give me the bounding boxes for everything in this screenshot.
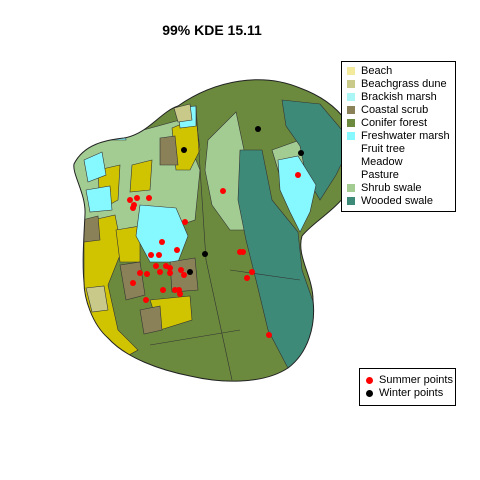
summer-point [160, 287, 166, 293]
legend-item: Fruit tree [342, 143, 455, 156]
legend-item: Pasture [342, 169, 455, 182]
summer-point [167, 265, 173, 271]
map-title: 99% KDE 15.11 [162, 22, 262, 38]
summer-point [182, 219, 188, 225]
legend-swatch [347, 196, 355, 205]
summer-point [148, 252, 154, 258]
legend-item: Meadow [342, 156, 455, 169]
summer-point [240, 249, 246, 255]
points-legend: Summer points Winter points [359, 368, 456, 406]
summer-point [167, 270, 173, 276]
freshwater-marsh-east [277, 155, 317, 233]
legend-dot [366, 376, 373, 384]
legend-label: Conifer forest [361, 117, 428, 129]
summer-point [249, 269, 255, 275]
winter-point [187, 269, 193, 275]
legend-item: Brackish marsh [342, 91, 455, 104]
winter-point [181, 147, 187, 153]
freshwater-patch-4 [85, 185, 113, 213]
freshwater-patch-1 [83, 151, 107, 183]
legend-item: Summer points [360, 374, 455, 387]
boundary-line-3 [149, 329, 241, 346]
wooded-swale-northeast [281, 99, 353, 201]
legend-label: Freshwater marsh [361, 130, 450, 142]
summer-point [295, 172, 301, 178]
legend-label: Brackish marsh [361, 91, 437, 103]
legend-item: Beachgrass dune [342, 78, 455, 91]
coastal-scrub-5 [139, 305, 163, 335]
summer-point [146, 195, 152, 201]
beachgrass-dune-1 [85, 285, 109, 313]
summer-point [159, 239, 165, 245]
legend-label: Summer points [379, 374, 453, 386]
summer-point [127, 197, 133, 203]
legend-swatch [347, 131, 355, 140]
summer-point [157, 269, 163, 275]
beachgrass-dune-2 [173, 103, 193, 123]
winter-points [181, 126, 304, 275]
legend-label: Shrub swale [361, 182, 422, 194]
legend-swatch [347, 183, 355, 192]
coastal-scrub-2 [159, 135, 179, 166]
habitat-legend: Beach Beachgrass dune Brackish marsh Coasta… [341, 61, 456, 212]
legend-dot [366, 389, 373, 397]
legend-item: Shrub swale [342, 182, 455, 195]
legend-swatch [347, 144, 355, 153]
summer-point [144, 271, 150, 277]
winter-point [255, 126, 261, 132]
legend-label: Beach [361, 65, 393, 77]
summer-point [181, 272, 187, 278]
legend-swatch [347, 157, 355, 166]
boundary-line-2 [229, 269, 301, 281]
summer-point [143, 297, 149, 303]
summer-point [130, 205, 136, 211]
legend-item: Conifer forest [342, 117, 455, 130]
freshwater-patch-2 [103, 117, 127, 141]
legend-item: Freshwater marsh [342, 130, 455, 143]
legend-swatch [347, 118, 355, 127]
legend-label: Coastal scrub [361, 104, 429, 116]
legend-label: Pasture [361, 169, 399, 181]
legend-label: Wooded swale [361, 195, 433, 207]
summer-point [130, 280, 136, 286]
legend-item: Winter points [360, 387, 455, 400]
legend-item: Coastal scrub [342, 104, 455, 117]
summer-point [137, 270, 143, 276]
summer-point [174, 247, 180, 253]
boundary-line-1 [195, 105, 233, 381]
legend-swatch [347, 92, 355, 101]
summer-point [178, 267, 184, 273]
winter-point [298, 150, 304, 156]
summer-point [134, 195, 140, 201]
habitat-polygons [73, 79, 358, 382]
summer-point [244, 275, 250, 281]
legend-label: Beachgrass dune [361, 78, 447, 90]
summer-point [220, 188, 226, 194]
legend-swatch [347, 66, 355, 75]
summer-point [266, 332, 272, 338]
summer-point [153, 263, 159, 269]
legend-label: Meadow [361, 156, 403, 168]
legend-item: Wooded swale [342, 195, 455, 208]
summer-point [156, 252, 162, 258]
legend-swatch [347, 170, 355, 179]
winter-point [202, 251, 208, 257]
summer-points [127, 172, 301, 338]
legend-swatch [347, 79, 355, 88]
legend-label: Fruit tree [361, 143, 406, 155]
legend-label: Winter points [379, 387, 444, 399]
beach-patch-2 [129, 159, 153, 193]
summer-point [177, 291, 183, 297]
legend-swatch [347, 105, 355, 114]
legend-item: Beach [342, 65, 455, 78]
